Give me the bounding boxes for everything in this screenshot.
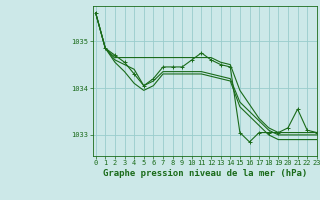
X-axis label: Graphe pression niveau de la mer (hPa): Graphe pression niveau de la mer (hPa) — [103, 169, 307, 178]
